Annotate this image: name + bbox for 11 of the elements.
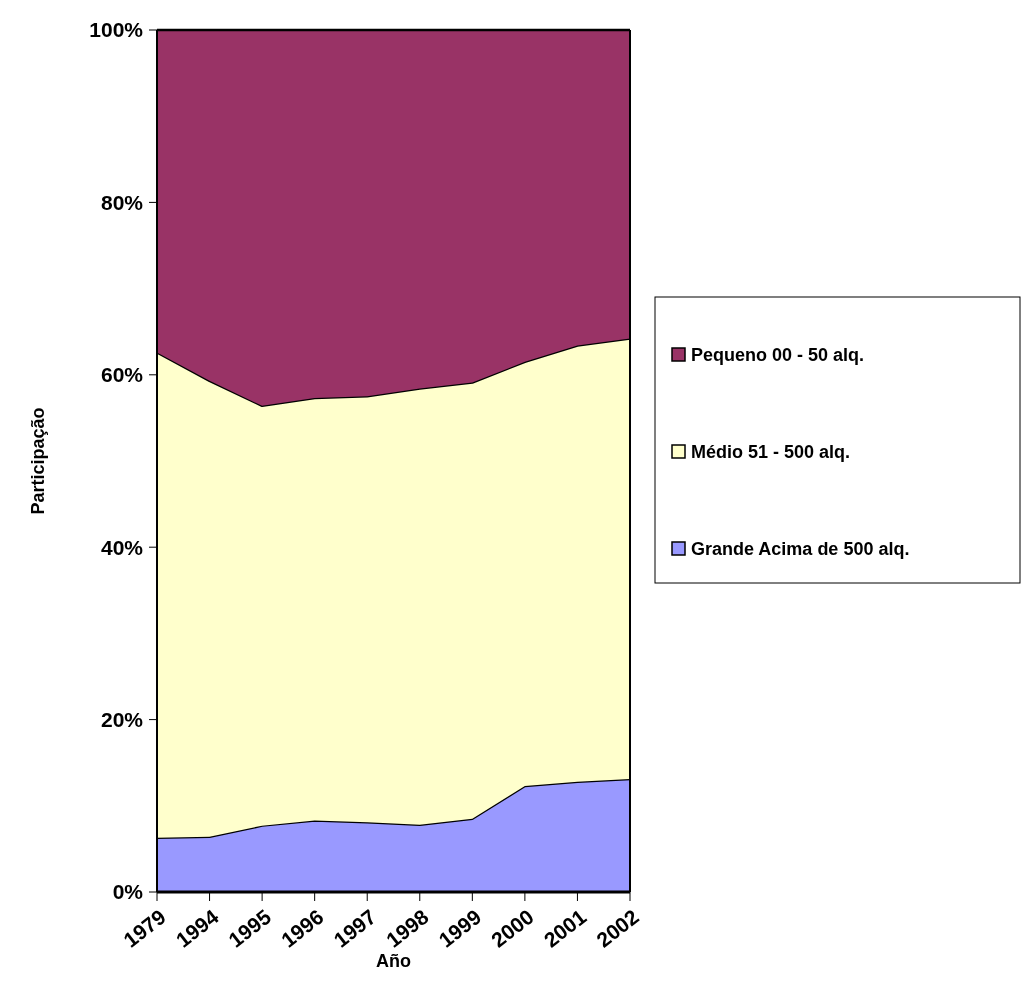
y-tick-label: 80% [100, 190, 144, 214]
y-tick-label: 20% [100, 707, 144, 731]
y-tick-label: 100% [89, 18, 144, 42]
x-axis-title: Año [376, 951, 411, 971]
y-tick-label: 60% [100, 363, 144, 387]
y-tick-label: 0% [112, 880, 144, 904]
y-axis-title: Participação [28, 407, 48, 515]
legend-label: Pequeno 00 - 50 alq. [691, 345, 865, 366]
legend-label: Médio 51 - 500 alq. [691, 442, 851, 463]
y-tick-label: 40% [100, 535, 144, 559]
legend-label: Grande Acima de 500 alq. [691, 539, 910, 560]
